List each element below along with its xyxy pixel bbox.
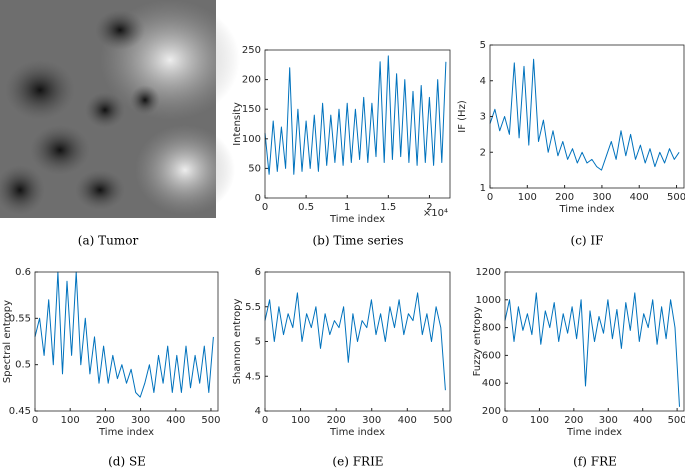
y-tick-label: 600	[482, 350, 501, 361]
x-tick-label: 100	[61, 415, 80, 426]
x-tick-label: 400	[398, 415, 417, 426]
axes-box	[264, 49, 451, 199]
y-tick-label: 1000	[476, 295, 501, 306]
caption: (f) FRE	[573, 455, 617, 469]
y-tick-label: 0	[255, 193, 261, 204]
x-tick-label: 200	[555, 192, 574, 203]
x-axis-label: Time index	[566, 427, 622, 438]
x-tick-label: 0	[502, 415, 508, 426]
data-line	[34, 271, 214, 398]
y-tick-label: 0.45	[9, 406, 31, 417]
plot-area	[490, 45, 684, 188]
y-tick-label: 0.5	[15, 360, 31, 371]
y-tick-label: 200	[482, 406, 501, 417]
y-tick-label: 4	[480, 76, 486, 87]
x-tick-label: 500	[433, 415, 452, 426]
y-tick-label: 3	[480, 112, 486, 123]
y-tick-label: 250	[242, 45, 261, 56]
data-line	[264, 292, 446, 391]
x-axis-label: Time index	[329, 427, 385, 438]
x-multiplier: ×10⁴	[423, 208, 448, 219]
x-tick-label: 200	[564, 415, 583, 426]
y-tick-label: 5.5	[245, 302, 261, 313]
x-tick-label: 300	[592, 192, 611, 203]
y-tick-label: 2	[480, 147, 486, 158]
y-tick-label: 1	[480, 183, 486, 194]
x-tick-label: 1	[344, 202, 350, 213]
x-axis-label: Time index	[98, 427, 154, 438]
y-tick-label: 5	[480, 40, 486, 51]
y-tick-label: 100	[242, 134, 261, 145]
caption: (a) Tumor	[78, 234, 139, 248]
y-axis-label: Fuzzy entropy	[472, 307, 483, 377]
caption: (d) SE	[108, 455, 146, 469]
y-axis-label: Shannon entropy	[232, 299, 243, 385]
x-tick-label: 300	[362, 415, 381, 426]
x-tick-label: 100	[530, 415, 549, 426]
y-tick-label: 4	[255, 406, 261, 417]
axes-box	[34, 271, 219, 412]
x-tick-label: 100	[518, 192, 537, 203]
x-tick-label: 0	[487, 192, 493, 203]
y-tick-label: 0.55	[9, 313, 31, 324]
x-tick-label: 0	[262, 202, 268, 213]
x-tick-label: 500	[667, 192, 685, 203]
y-tick-label: 5	[255, 337, 261, 348]
plot-area	[265, 50, 450, 198]
x-tick-label: 200	[327, 415, 346, 426]
y-tick-label: 4.5	[245, 371, 261, 382]
data-line	[489, 58, 680, 171]
caption: (e) FRIE	[332, 455, 383, 469]
x-tick-label: 1.5	[380, 202, 396, 213]
plot-area	[35, 272, 218, 411]
x-tick-label: 300	[131, 415, 150, 426]
y-tick-label: 150	[242, 104, 261, 115]
caption: (b) Time series	[312, 234, 403, 248]
x-tick-label: 500	[201, 415, 220, 426]
x-axis-label: Time index	[558, 204, 614, 215]
y-tick-label: 6	[255, 267, 261, 278]
x-tick-label: 300	[599, 415, 618, 426]
y-tick-label: 50	[248, 163, 261, 174]
x-tick-label: 400	[633, 415, 652, 426]
y-tick-label: 200	[242, 75, 261, 86]
y-tick-label: 400	[482, 378, 501, 389]
x-tick-label: 0.5	[298, 202, 314, 213]
axes-box	[504, 271, 685, 412]
caption: (c) IF	[571, 234, 604, 248]
x-tick-label: 0	[262, 415, 268, 426]
y-tick-label: 1200	[476, 267, 501, 278]
tumor-image	[0, 0, 240, 218]
y-axis-label: Intensity	[232, 102, 243, 146]
y-axis-label: IF (Hz)	[457, 100, 468, 133]
x-tick-label: 400	[166, 415, 185, 426]
y-tick-label: 800	[482, 323, 501, 334]
x-axis-label: Time index	[329, 214, 385, 225]
x-tick-label: 400	[630, 192, 649, 203]
y-tick-label: 0.6	[15, 267, 31, 278]
data-line	[264, 55, 447, 175]
x-tick-label: 200	[96, 415, 115, 426]
data-line	[504, 292, 680, 407]
x-tick-label: 500	[668, 415, 685, 426]
y-axis-label: Spectral entropy	[2, 300, 13, 383]
x-tick-label: 0	[32, 415, 38, 426]
x-tick-label: 100	[291, 415, 310, 426]
x-tick-label: 2	[426, 202, 432, 213]
